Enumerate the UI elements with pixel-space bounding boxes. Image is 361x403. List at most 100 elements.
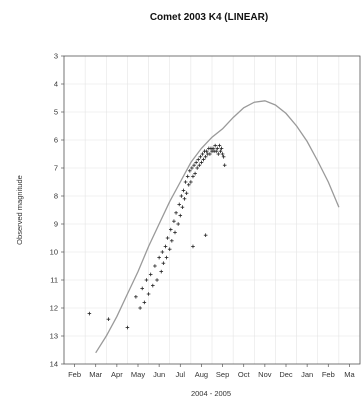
data-point: [214, 149, 219, 153]
model-curve-line: [95, 100, 340, 354]
x-tick-label: Ma: [344, 370, 355, 379]
data-point: [168, 227, 173, 232]
data-point: [192, 163, 196, 167]
data-point: [213, 143, 217, 148]
data-point: [184, 191, 189, 195]
data-point: [199, 160, 204, 165]
data-point: [191, 244, 195, 249]
data-point: [191, 174, 195, 179]
data-point: [195, 166, 199, 170]
x-tick-label: Sep: [216, 370, 229, 379]
data-point: [138, 306, 142, 310]
data-point: [163, 244, 168, 249]
data-point: [211, 146, 215, 151]
data-point: [219, 146, 224, 151]
y-tick-label: 11: [50, 276, 58, 285]
data-point: [173, 230, 177, 235]
observation-points: [87, 143, 227, 330]
y-tick-label: 3: [54, 52, 58, 61]
data-point: [221, 155, 226, 159]
data-point: [201, 157, 206, 162]
data-point: [161, 261, 166, 265]
data-point: [159, 269, 164, 274]
data-point: [197, 163, 202, 167]
data-point: [218, 149, 223, 153]
x-tick-label: Oct: [238, 370, 251, 379]
y-tick-label: 8: [54, 192, 58, 201]
x-axis: Feb Mar Apr May Jun Jul Aug Sep Oct Nov Dec Jan Feb M…: [68, 364, 355, 379]
data-point: [196, 157, 201, 162]
y-tick-label: 7: [54, 164, 58, 173]
data-point: [177, 202, 182, 207]
x-tick-label: Aug: [195, 370, 208, 379]
y-tick-label: 9: [54, 220, 58, 229]
data-point: [153, 264, 157, 268]
data-point: [186, 183, 191, 187]
x-tick-label: Mar: [89, 370, 102, 379]
data-point: [181, 188, 186, 193]
y-tick-label: 14: [50, 360, 58, 369]
data-point: [125, 325, 130, 330]
data-point: [204, 149, 209, 153]
data-point: [155, 278, 159, 282]
data-point: [183, 180, 188, 184]
data-point: [193, 171, 197, 176]
x-axis-label: 2004 - 2005: [191, 389, 231, 398]
data-point: [189, 180, 193, 184]
y-tick-label: 10: [50, 248, 58, 257]
data-point: [182, 197, 187, 201]
x-tick-label: Feb: [322, 370, 335, 379]
data-point: [179, 194, 184, 198]
data-point: [172, 219, 176, 223]
data-point: [200, 152, 205, 156]
data-point: [106, 317, 111, 321]
y-axis-label: Observed magnitude: [15, 175, 24, 245]
data-point: [203, 233, 208, 237]
data-point: [176, 222, 180, 226]
y-axis: 3 4 5 6 7 8 9 10 11 12 13 14: [50, 52, 64, 369]
data-point: [216, 152, 221, 156]
chart-title: Comet 2003 K4 (LINEAR): [150, 12, 268, 23]
data-point: [208, 152, 212, 156]
x-tick-label: Jan: [301, 370, 313, 379]
data-point: [140, 286, 145, 291]
data-point: [203, 155, 208, 159]
x-tick-label: Dec: [279, 370, 293, 379]
data-point: [220, 152, 225, 156]
data-point: [185, 174, 190, 179]
data-point: [217, 143, 222, 148]
data-point: [167, 247, 172, 251]
data-point: [142, 300, 147, 305]
data-point: [188, 169, 192, 173]
x-tick-label: Apr: [111, 370, 123, 379]
data-point: [194, 160, 198, 165]
y-tick-label: 13: [50, 332, 58, 341]
plot-area-frame: [63, 55, 361, 365]
data-point: [146, 292, 151, 296]
x-tick-label: Jun: [153, 370, 165, 379]
data-point: [174, 211, 178, 215]
y-tick-label: 6: [54, 136, 58, 145]
data-point: [134, 295, 138, 299]
data-point: [180, 205, 185, 209]
data-point: [165, 236, 170, 240]
x-tick-label: Feb: [68, 370, 81, 379]
x-tick-label: May: [131, 370, 145, 379]
data-point: [151, 283, 155, 288]
data-point: [170, 239, 174, 243]
data-point: [215, 146, 220, 151]
data-point: [148, 272, 153, 277]
x-tick-label: Nov: [258, 370, 272, 379]
data-point: [160, 250, 165, 254]
data-point: [164, 255, 169, 260]
x-tick-label: Jul: [175, 370, 185, 379]
y-tick-label: 12: [50, 304, 58, 313]
data-point: [178, 213, 183, 218]
data-point: [144, 278, 149, 282]
y-tick-label: 4: [54, 80, 58, 89]
data-point: [222, 163, 227, 167]
data-point: [190, 166, 194, 170]
data-point: [198, 155, 203, 159]
